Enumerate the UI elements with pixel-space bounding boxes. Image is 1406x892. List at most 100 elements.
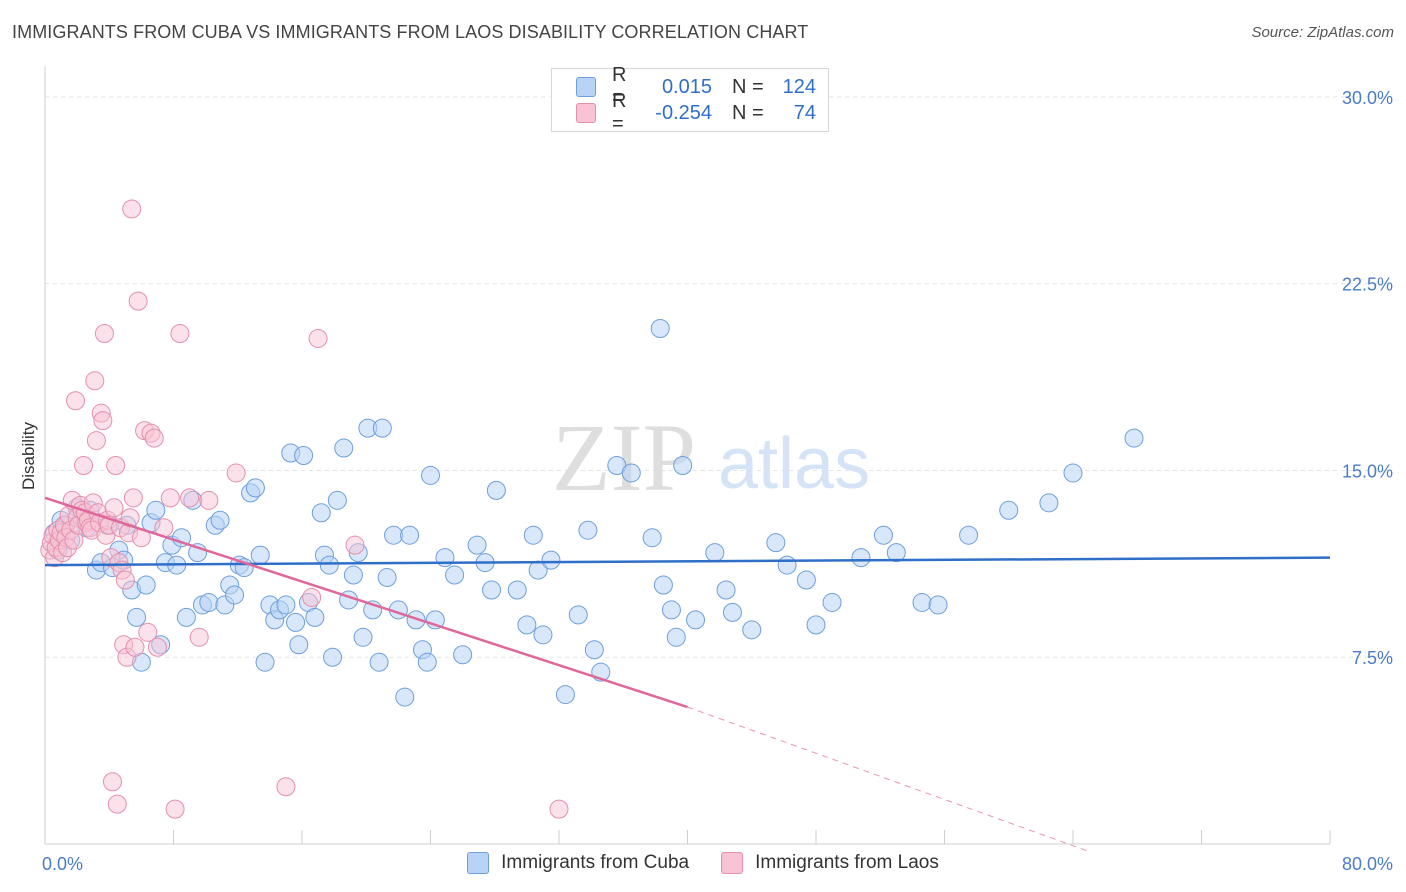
point-laos [94, 323, 114, 343]
point-cuba [311, 503, 331, 523]
point-laos [199, 490, 219, 510]
tick-labels: 7.5% 15.0% 22.5% 30.0% 0.0% 80.0% [42, 88, 1393, 874]
point-cuba [705, 543, 725, 563]
point-cuba [555, 685, 575, 705]
x-tick-label: 80.0% [1342, 854, 1393, 874]
point-cuba [395, 687, 415, 707]
point-cuba [384, 525, 404, 545]
point-laos [107, 794, 127, 814]
point-laos [115, 570, 135, 590]
point-laos [74, 455, 94, 475]
point-cuba [533, 625, 553, 645]
point-cuba [255, 652, 275, 672]
point-cuba [146, 500, 166, 520]
point-laos [345, 535, 365, 555]
point-cuba [276, 595, 296, 615]
legend-r-value-cuba: 0.015 [661, 75, 712, 98]
point-cuba [584, 640, 604, 660]
legend-r-label: R = [612, 90, 627, 135]
point-cuba [305, 607, 325, 627]
chart-source: Source: ZipAtlas.com [1251, 24, 1394, 41]
point-laos [104, 498, 124, 518]
point-cuba [673, 455, 693, 475]
watermark-zip: ZIP [552, 404, 696, 511]
point-cuba [417, 652, 437, 672]
point-cuba [127, 607, 147, 627]
point-cuba [250, 545, 270, 565]
point-laos [170, 323, 190, 343]
correlation-legend: R = 0.015 N = 124 R = -0.254 N = 74 [551, 64, 829, 135]
point-cuba [323, 647, 343, 667]
y-tick-label: 22.5% [1342, 275, 1393, 295]
point-cuba [666, 627, 686, 647]
point-cuba [541, 550, 561, 570]
point-cuba [886, 543, 906, 563]
point-cuba [999, 500, 1019, 520]
point-laos [106, 455, 126, 475]
series-laos-points [40, 199, 569, 819]
point-cuba [372, 418, 392, 438]
point-cuba [369, 652, 389, 672]
point-cuba [806, 615, 826, 635]
point-cuba [686, 610, 706, 630]
point-cuba [912, 592, 932, 612]
point-cuba [851, 548, 871, 568]
point-cuba [1124, 428, 1144, 448]
point-laos [86, 431, 106, 451]
point-cuba [467, 535, 487, 555]
point-cuba [286, 612, 306, 632]
point-cuba [507, 580, 527, 600]
point-cuba [568, 605, 588, 625]
point-cuba [289, 635, 309, 655]
point-laos [85, 371, 105, 391]
trend-line-laos-extension [687, 706, 1090, 852]
point-laos [189, 627, 209, 647]
legend-row-cuba: R = 0.015 N = 124 [576, 64, 816, 109]
point-cuba [873, 525, 893, 545]
point-laos [144, 428, 164, 448]
point-cuba [486, 480, 506, 500]
point-laos [66, 391, 86, 411]
point-cuba [199, 592, 219, 612]
point-laos [180, 488, 200, 508]
point-laos [226, 463, 246, 483]
point-cuba [578, 520, 598, 540]
y-axis-label: Disability [19, 421, 38, 490]
point-cuba [959, 525, 979, 545]
point-cuba [377, 568, 397, 588]
point-laos [147, 637, 167, 657]
legend-r-value-laos: -0.254 [655, 101, 712, 124]
point-cuba [642, 528, 662, 548]
legend-label-cuba: Immigrants from Cuba [501, 852, 690, 873]
legend-swatch-laos [721, 852, 744, 874]
legend-n-label: N = [732, 75, 764, 98]
y-tick-label: 7.5% [1352, 648, 1393, 668]
legend-swatch-laos [576, 103, 596, 123]
series-cuba-points [45, 319, 1144, 707]
point-cuba [777, 555, 797, 575]
legend-swatch-cuba [467, 852, 490, 874]
point-cuba [210, 510, 230, 530]
point-cuba [136, 575, 156, 595]
point-cuba [319, 555, 339, 575]
watermark-atlas: atlas [718, 424, 870, 504]
point-cuba [523, 525, 543, 545]
point-cuba [176, 607, 196, 627]
point-laos [138, 622, 158, 642]
point-cuba [421, 465, 440, 485]
point-laos [93, 411, 113, 431]
point-cuba [796, 570, 816, 590]
point-cuba [653, 575, 673, 595]
point-laos [160, 488, 180, 508]
point-cuba [353, 627, 373, 647]
point-cuba [822, 592, 842, 612]
trend-line-laos [44, 496, 688, 709]
point-cuba [225, 585, 245, 605]
point-cuba [1039, 493, 1059, 513]
point-cuba [400, 525, 420, 545]
point-laos [122, 199, 142, 219]
point-cuba [245, 478, 265, 498]
point-laos [165, 799, 185, 819]
watermark: ZIP atlas [552, 404, 870, 511]
